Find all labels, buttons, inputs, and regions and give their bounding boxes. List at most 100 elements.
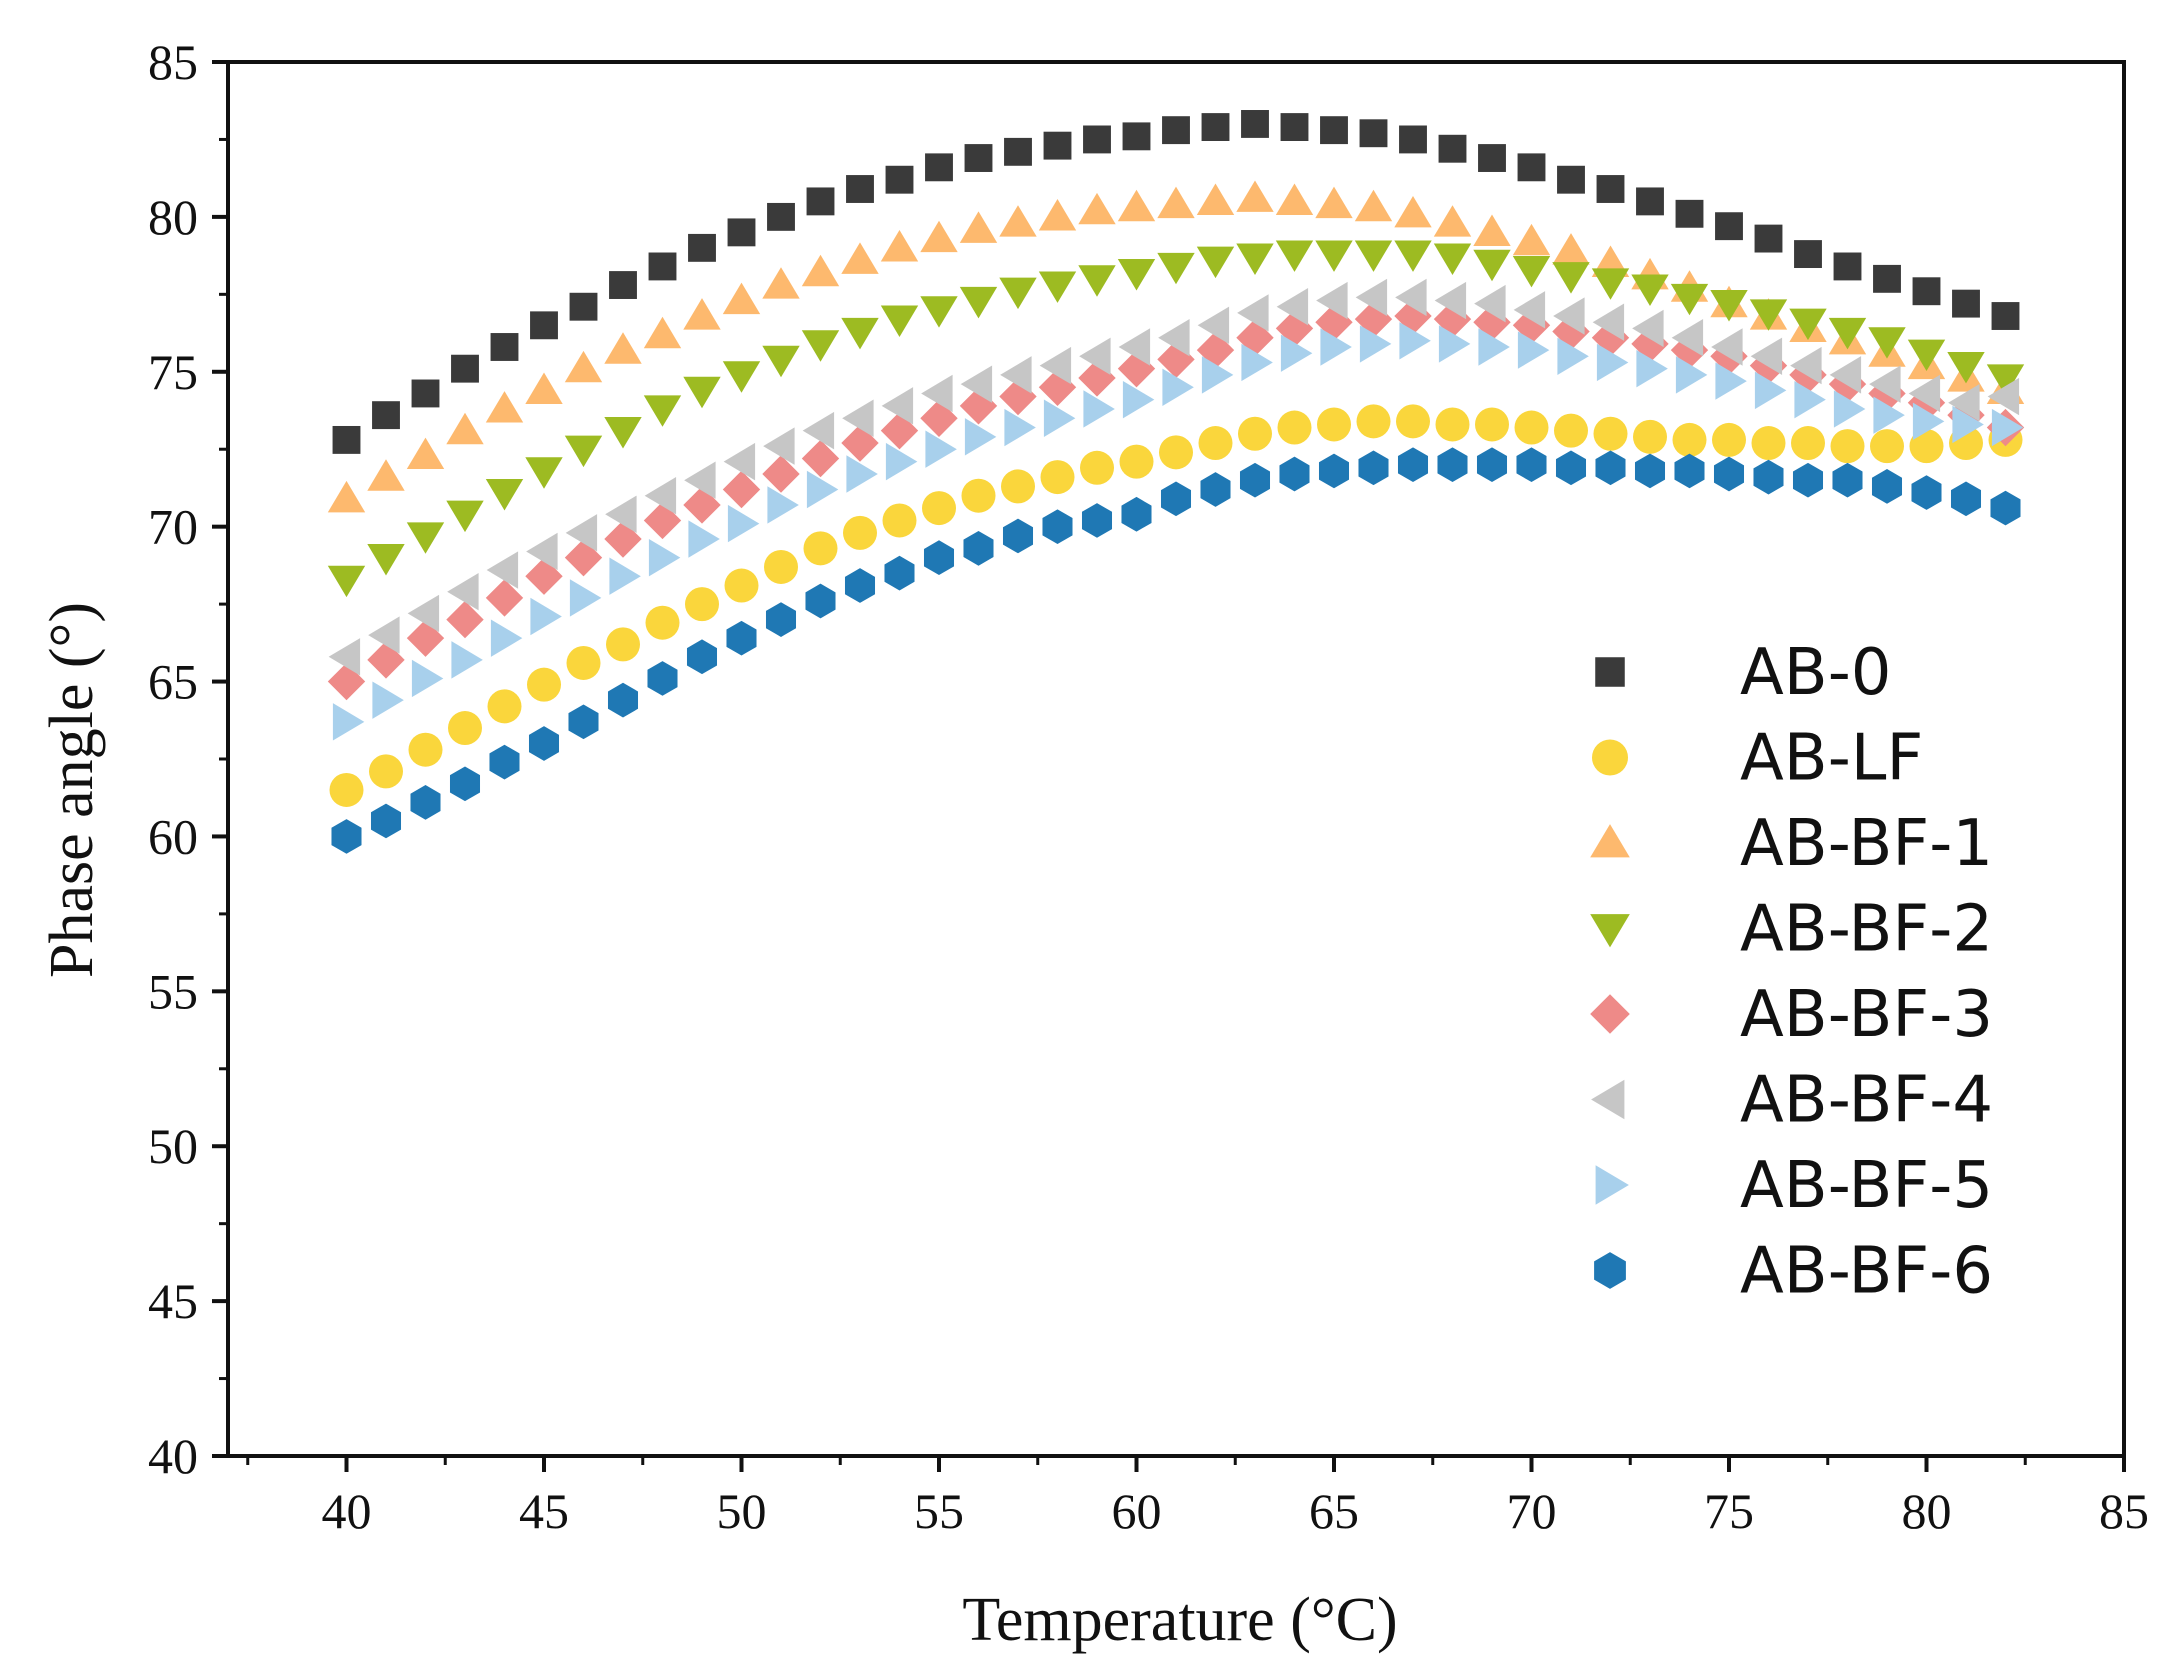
data-point xyxy=(964,144,993,172)
data-point xyxy=(1315,186,1353,219)
data-point xyxy=(606,627,640,662)
data-point xyxy=(1552,262,1590,294)
data-point xyxy=(1354,240,1393,272)
data-point xyxy=(1595,450,1626,486)
data-point xyxy=(1596,175,1625,203)
data-point xyxy=(846,455,878,493)
data-point xyxy=(1715,362,1747,400)
data-point xyxy=(490,619,523,657)
x-tick-label: 50 xyxy=(717,1483,767,1539)
data-point xyxy=(331,819,362,854)
data-point xyxy=(1670,283,1709,316)
data-point xyxy=(1081,503,1113,538)
data-point xyxy=(1991,302,2020,330)
data-point xyxy=(1241,343,1273,382)
data-point xyxy=(332,703,365,741)
x-tick-label: 85 xyxy=(2099,1483,2149,1539)
legend-marker xyxy=(1591,1079,1625,1120)
legend-marker xyxy=(1594,1252,1626,1289)
data-point xyxy=(569,292,598,321)
data-point xyxy=(1318,453,1350,489)
legend: AB-0 AB-LF AB-BF-1 AB-BF-2 AB-BF-3 AB-BF-4 AB-… xyxy=(1590,636,1993,1309)
data-point xyxy=(999,205,1037,237)
data-point xyxy=(1713,456,1745,492)
data-point xyxy=(1675,199,1704,228)
y-tick-label: 65 xyxy=(148,654,198,710)
data-point xyxy=(727,504,760,543)
data-point xyxy=(1320,328,1352,366)
y-tick-label: 40 xyxy=(148,1428,198,1484)
data-point xyxy=(1512,255,1551,288)
data-point xyxy=(1399,322,1431,360)
data-point xyxy=(1516,447,1547,483)
data-point xyxy=(1478,328,1510,366)
data-point xyxy=(1121,496,1152,532)
data-point xyxy=(446,600,484,639)
data-point xyxy=(1987,377,2020,416)
data-point xyxy=(1236,243,1274,276)
data-point xyxy=(1912,277,1941,306)
data-point xyxy=(451,354,479,383)
data-point xyxy=(844,568,876,603)
data-point xyxy=(1794,380,1826,419)
data-point xyxy=(1394,240,1432,272)
data-point xyxy=(1399,125,1427,154)
data-point xyxy=(1672,422,1707,457)
data-point xyxy=(1201,113,1230,141)
data-point xyxy=(1829,356,1862,394)
data-point xyxy=(407,594,440,633)
data-point xyxy=(564,350,603,383)
data-point xyxy=(1437,447,1468,483)
data-point xyxy=(564,435,603,468)
data-point xyxy=(370,803,402,839)
data-point xyxy=(1201,356,1234,394)
data-point xyxy=(925,153,953,182)
x-tick-label: 45 xyxy=(519,1483,569,1539)
data-point xyxy=(688,233,716,262)
data-point xyxy=(1632,309,1664,348)
data-point xyxy=(806,470,839,509)
data-point xyxy=(410,785,441,820)
series-AB-LF xyxy=(329,404,2023,807)
legend-label: AB-BF-4 xyxy=(1740,1064,1993,1138)
data-point xyxy=(1117,189,1156,222)
data-point xyxy=(1196,246,1235,279)
data-point xyxy=(1078,265,1116,297)
data-point xyxy=(490,333,519,361)
data-point xyxy=(1870,429,1904,464)
data-point xyxy=(569,579,602,617)
data-point xyxy=(1433,205,1472,237)
data-point xyxy=(722,282,761,315)
data-point xyxy=(1162,116,1190,145)
data-point xyxy=(446,500,484,533)
data-point xyxy=(722,361,761,393)
tick-labels: 40 45 50 55 60 65 70 75 80 85 40 45 50 55 60 65 70 75 80 85 xyxy=(148,34,2149,1539)
data-point xyxy=(1631,274,1669,306)
data-point xyxy=(1517,153,1546,182)
data-point xyxy=(1239,462,1271,498)
data-point xyxy=(1832,462,1863,498)
data-point xyxy=(688,520,720,558)
data-point xyxy=(1280,334,1313,372)
data-point xyxy=(765,602,797,637)
data-point xyxy=(1080,450,1114,485)
x-tick-label: 70 xyxy=(1507,1483,1557,1539)
data-point xyxy=(486,551,519,589)
data-point xyxy=(568,704,599,740)
data-point xyxy=(727,218,756,247)
data-point xyxy=(964,418,997,456)
data-point xyxy=(882,503,917,538)
data-point xyxy=(448,711,482,746)
data-point xyxy=(645,605,680,640)
data-point xyxy=(1275,240,1314,272)
data-point xyxy=(885,165,914,194)
data-point xyxy=(1794,240,1822,269)
data-point xyxy=(685,587,719,622)
data-point xyxy=(1473,249,1511,282)
data-point xyxy=(411,379,440,408)
data-point xyxy=(566,645,601,680)
data-point xyxy=(1715,212,1743,241)
data-point xyxy=(528,726,560,761)
data-point xyxy=(1909,429,1944,464)
data-point xyxy=(1236,180,1274,212)
